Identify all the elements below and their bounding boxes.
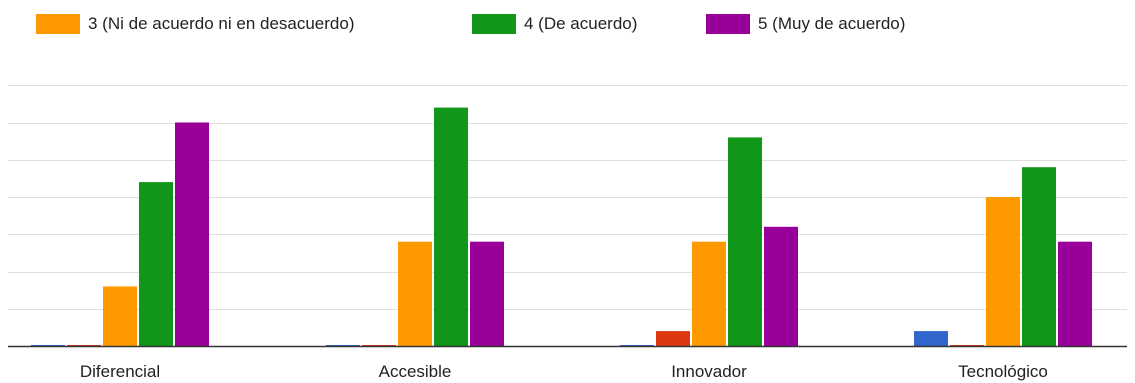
bar [914,331,948,346]
legend-label-3: 3 (Ni de acuerdo ni en desacuerdo) [88,14,355,33]
category-label: Diferencial [80,362,160,381]
bar [1058,241,1092,346]
category-label: Accesible [379,362,452,381]
category-label: Innovador [671,362,747,381]
bar [764,226,798,346]
legend-swatch-3 [36,14,80,34]
bar [470,241,504,346]
bar [434,107,468,346]
bar [398,241,432,346]
legend-swatch-4 [472,14,516,34]
bar [1022,167,1056,346]
bar [103,286,137,346]
bar [620,345,654,346]
legend-item-3: 3 (Ni de acuerdo ni en desacuerdo) [36,12,355,36]
bar [986,197,1020,346]
legend-item-4: 4 (De acuerdo) [472,12,637,36]
legend-swatch-5 [706,14,750,34]
bar [139,182,173,346]
bar [326,345,360,346]
legend-label-4: 4 (De acuerdo) [524,14,638,33]
category-label: Tecnológico [958,362,1048,381]
bar [362,345,396,346]
bar [656,331,690,346]
bar [67,345,101,346]
bar [950,345,984,346]
legend-label-5: 5 (Muy de acuerdo) [758,14,906,33]
bar [175,122,209,346]
bar [728,137,762,346]
category-labels: Diferencial Accesible Innovador Tecnológico [80,362,1048,381]
bars [31,107,1092,346]
legend-item-5: 5 (Muy de acuerdo) [706,12,905,36]
chart-legend: 3 (Ni de acuerdo ni en desacuerdo) 4 (De… [0,0,1135,46]
bar [31,345,65,346]
bar [692,241,726,346]
